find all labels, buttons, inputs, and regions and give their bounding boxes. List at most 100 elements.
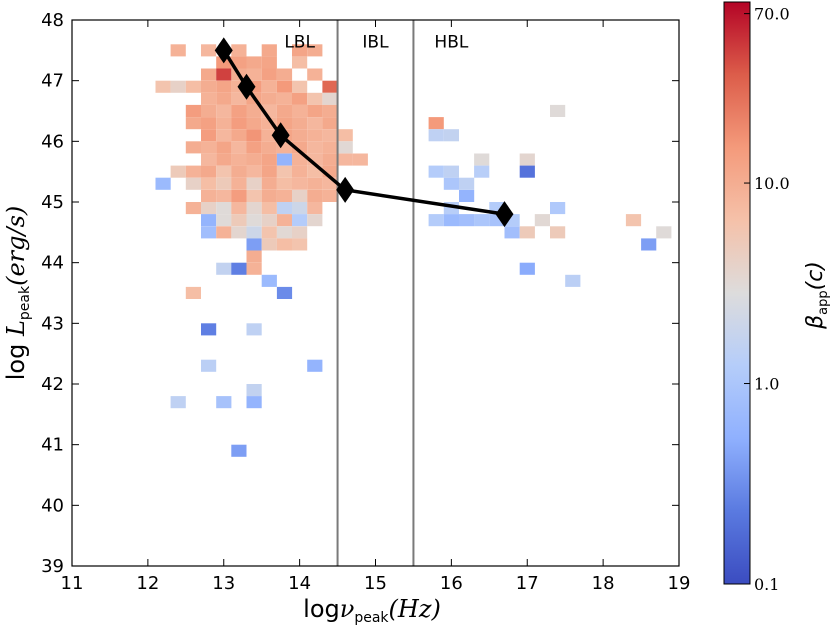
- heatmap-cell: [292, 165, 308, 178]
- heatmap-cell: [185, 141, 201, 154]
- y-tick-label: 48: [41, 10, 64, 31]
- heatmap-cell: [276, 177, 293, 190]
- heatmap-cell: [550, 104, 566, 117]
- heatmap-cell: [185, 117, 201, 130]
- heatmap-cell: [231, 444, 247, 457]
- heatmap-cell: [185, 202, 201, 215]
- heatmap-cell: [231, 214, 247, 227]
- heatmap-cell: [292, 92, 308, 105]
- heatmap-cell: [307, 189, 323, 202]
- heatmap-cell: [474, 153, 490, 166]
- y-tick-label: 46: [41, 131, 64, 152]
- y-tick-label: 43: [41, 313, 64, 334]
- heatmap-cell: [231, 165, 247, 178]
- heatmap-cell: [307, 44, 323, 57]
- plot-background: [72, 20, 679, 566]
- heatmap-cell: [246, 129, 262, 142]
- heatmap-cell: [504, 226, 520, 239]
- x-tick-label: 15: [364, 573, 387, 594]
- heatmap-cell: [246, 56, 262, 69]
- heatmap-cell: [292, 189, 308, 202]
- heatmap-cell: [641, 238, 657, 251]
- heatmap-cell: [231, 262, 247, 275]
- heatmap-cell: [276, 104, 293, 117]
- heatmap-cell: [292, 104, 308, 117]
- heatmap-cell: [201, 92, 217, 105]
- heatmap-cell: [276, 153, 293, 166]
- heatmap-cell: [656, 226, 672, 239]
- colorbar-gradient: [723, 1, 751, 585]
- heatmap-cell: [292, 44, 308, 57]
- heatmap-cell: [246, 323, 262, 336]
- heatmap-cell: [201, 141, 217, 154]
- heatmap-cell: [185, 165, 201, 178]
- y-axis-title: log Lpeak(erg/s): [2, 206, 33, 381]
- x-tick-label: 18: [592, 573, 615, 594]
- heatmap-cell: [261, 68, 277, 81]
- heatmap-cell: [261, 165, 277, 178]
- heatmap-cell: [261, 92, 277, 105]
- heatmap-cell: [322, 189, 338, 202]
- heatmap-cell: [322, 80, 338, 93]
- heatmap-cell: [231, 129, 247, 142]
- heatmap-cell: [246, 396, 262, 409]
- heatmap-cell: [201, 129, 217, 142]
- heatmap-cell: [216, 92, 232, 105]
- region-labels: LBL IBL HBL: [284, 32, 469, 52]
- heatmap-cell: [307, 214, 323, 227]
- x-tick-label: 13: [212, 573, 235, 594]
- region-label: LBL: [284, 32, 315, 52]
- heatmap-cell: [322, 129, 338, 142]
- x-tick-label: 16: [440, 573, 463, 594]
- heatmap-cell: [625, 214, 642, 227]
- heatmap-cell: [519, 226, 535, 239]
- heatmap-cell: [292, 80, 308, 93]
- heatmap-cell: [519, 153, 535, 166]
- heatmap-cell: [443, 165, 459, 178]
- heatmap-cell: [216, 104, 232, 117]
- heatmap-cell: [201, 177, 217, 190]
- heatmap-cell: [201, 226, 217, 239]
- heatmap-cell: [261, 153, 277, 166]
- y-tick-label: 39: [41, 556, 64, 577]
- heatmap-cell: [307, 177, 323, 190]
- heatmap-cell: [307, 129, 323, 142]
- heatmap-cell: [246, 104, 262, 117]
- heatmap-cell: [276, 238, 293, 251]
- heatmap-cell: [201, 214, 217, 227]
- y-tick-label: 40: [41, 495, 64, 516]
- heatmap-cell: [246, 202, 262, 215]
- heatmap-cell: [246, 214, 262, 227]
- heatmap-cell: [155, 80, 171, 93]
- heatmap-cell: [307, 117, 323, 130]
- heatmap-cell: [246, 238, 262, 251]
- heatmap-cell: [231, 141, 247, 154]
- heatmap-cell: [246, 384, 262, 397]
- heatmap-cell: [201, 202, 217, 215]
- heatmap-cell: [292, 226, 308, 239]
- heatmap-cell: [443, 129, 459, 142]
- heatmap-cell: [216, 129, 232, 142]
- heatmap-cell: [261, 214, 277, 227]
- heatmap-cell: [428, 117, 444, 130]
- heatmap-cell: [216, 165, 232, 178]
- heatmap-cell: [201, 68, 217, 81]
- heatmap-cell: [276, 214, 293, 227]
- heatmap-cell: [261, 274, 277, 287]
- heatmap-cell: [201, 189, 217, 202]
- heatmap-cell: [185, 80, 201, 93]
- x-tick-label: 11: [61, 573, 84, 594]
- heatmap-cell: [261, 226, 277, 239]
- heatmap-cell: [352, 153, 368, 166]
- heatmap-cell: [261, 56, 277, 69]
- heatmap-cells: [155, 44, 672, 457]
- heatmap-cell: [261, 238, 277, 251]
- heatmap-cell: [201, 80, 217, 93]
- heatmap-cell: [459, 177, 475, 190]
- heatmap-cell: [322, 153, 338, 166]
- heatmap-cell: [231, 117, 247, 130]
- heatmap-cell: [231, 104, 247, 117]
- heatmap-cell: [216, 141, 232, 154]
- heatmap-cell: [292, 214, 308, 227]
- heatmap-cell: [246, 250, 262, 263]
